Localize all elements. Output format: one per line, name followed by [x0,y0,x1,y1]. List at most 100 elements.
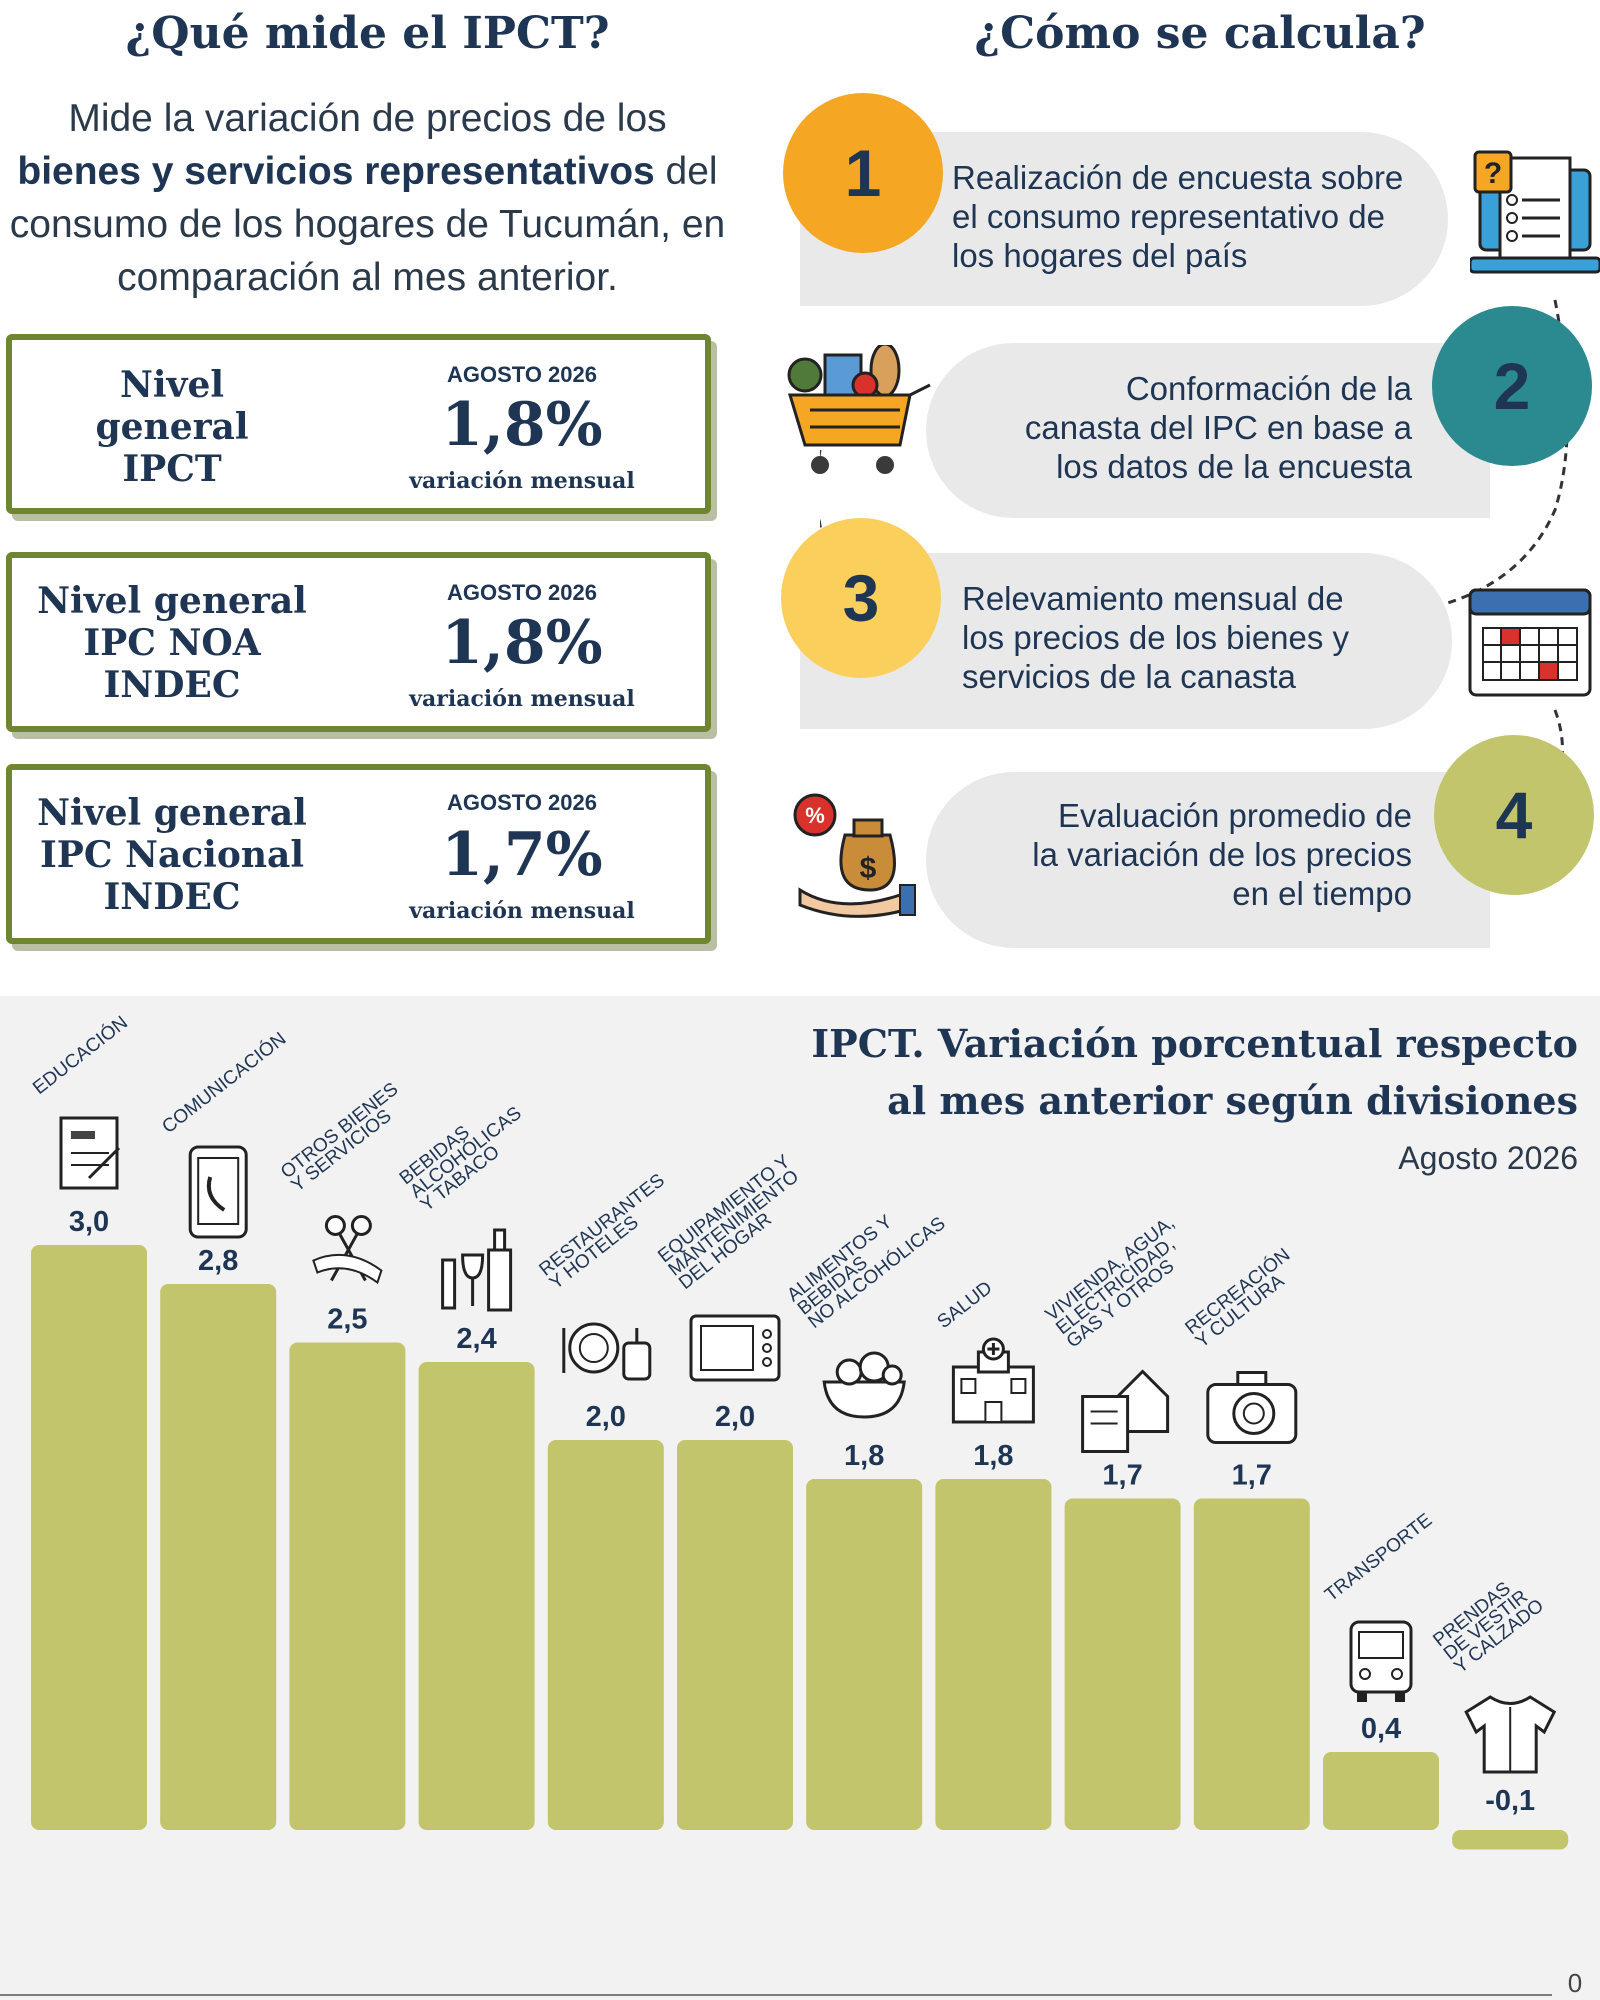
bar [1193,1498,1310,1830]
step-line: Conformación de la [1125,370,1412,407]
survey-laptop-icon: ? [1470,150,1600,274]
hospital-icon [951,1337,1035,1424]
svg-text:$: $ [860,852,877,885]
step-line: canasta del IPC en base a [1024,409,1412,446]
step-line: Relevamiento mensual de [962,580,1344,617]
category-label-line: TRANSPORTE [1321,1510,1436,1606]
step-line: los hogares del país [952,237,1248,274]
category-label-line: MANTENIMIENTO [665,1166,803,1280]
kpi-month: AGOSTO 2026 [447,580,597,605]
bar-value-label: 2,0 [586,1401,626,1433]
category-label: EDUCACIÓN [29,1011,132,1099]
svg-text:?: ? [1484,157,1502,190]
category-label: TRANSPORTE [1321,1510,1436,1606]
step-4-circle: 4 [1434,735,1594,895]
chart-title: IPCT. Variación porcentual respecto al m… [811,1015,1578,1129]
step-4-text: Evaluación promedio de la variación de l… [980,796,1412,913]
bar [806,1479,923,1830]
bar-value-label: 1,8 [973,1440,1013,1472]
bar-value-label: 2,8 [198,1245,238,1277]
money-bag-icon: % $ [793,793,916,918]
step-line: servicios de la canasta [962,658,1296,695]
kpi-name-line: IPC NOA [83,622,261,664]
scissors-icon [312,1215,383,1285]
diploma-icon [59,1116,121,1190]
step-2-circle: 2 [1432,306,1592,466]
step-line: en el tiempo [1232,875,1412,912]
kpi-card-ipct: Nivel general IPCT AGOSTO 2026 1,8% vari… [6,334,711,514]
kpi-name: Nivel general IPC NOA INDEC [12,580,332,706]
step-4-pill [926,772,1490,948]
right-heading: ¿Cómo se calcula? [974,8,1426,59]
kpi-note: variación mensual [409,468,635,494]
category-label: COMUNICACIÓN [158,1028,290,1138]
step-3-circle: 3 [781,518,941,678]
kpi-note: variación mensual [409,898,635,924]
intro-bold: bienes y servicios representativos [17,150,655,193]
category-label-line: EDUCACIÓN [29,1011,132,1099]
step-1-text: Realización de encuesta sobre el consumo… [952,158,1403,275]
kpi-note: variación mensual [409,686,635,712]
baseline-label: 0 [1568,1968,1582,1998]
kpi-value: 1,8% [441,390,603,460]
kpi-name: Nivel general IPC Nacional INDEC [12,792,332,918]
bar-value-label: 0,4 [1361,1713,1401,1745]
category-label-line: RESTAURANTES [535,1170,668,1281]
kpi-name-line: Nivel general [37,792,307,834]
step-line: la variación de los precios [1032,836,1412,873]
category-label: ALIMENTOS YBEBIDASNO ALCOHÓLICAS [783,1186,949,1333]
kpi-card-nacional: Nivel general IPC Nacional INDEC AGOSTO … [6,764,711,944]
bar [677,1440,793,1830]
category-label: PRENDASDE VESTIRY CALZADO [1429,1569,1547,1678]
division-bar-chart: 3,0 EDUCACIÓN 2,8 COMUNICACIÓN 2,5 OTROS BIEN… [0,1011,1582,1998]
category-label-line: SALUD [934,1277,997,1333]
bar [1452,1830,1569,1850]
bar-value-label: 1,8 [844,1440,884,1472]
step-1-circle: 1 [783,93,943,253]
bar-value-label: 2,5 [327,1304,367,1336]
bar [31,1245,147,1830]
bar [547,1440,664,1830]
bar-value-label: 1,7 [1102,1460,1142,1492]
camera-icon [1206,1371,1298,1444]
food-bowl-icon [822,1351,906,1419]
kpi-name-line: general [95,406,249,448]
bar-value-label: -0,1 [1485,1785,1535,1817]
left-heading: ¿Qué mide el IPCT? [125,8,610,59]
phone-icon [188,1145,248,1239]
bus-icon [1349,1620,1413,1702]
shopping-cart-icon [787,345,931,474]
kpi-name-line: IPC Nacional [39,834,305,876]
category-label: RESTAURANTESY HOTELES [535,1170,679,1294]
kpi-card-noa: Nivel general IPC NOA INDEC AGOSTO 2026 … [6,552,711,732]
bar [1064,1498,1181,1830]
kpi-name-line: INDEC [103,664,241,706]
category-label: BEBIDASALCOHÓLICASY TABACO [396,1089,536,1216]
kpi-name-line: INDEC [103,876,241,918]
step-line: el consumo representativo de [952,198,1385,235]
svg-text:%: % [805,803,825,828]
wine-bottle-icon [441,1228,513,1312]
calendar-icon [1468,588,1592,697]
step-line: los datos de la encuesta [1056,448,1412,485]
category-label-line: COMUNICACIÓN [158,1028,290,1138]
category-label: OTROS BIENESY SERVICIOS [277,1079,413,1197]
kpi-value: 1,7% [441,820,603,890]
chart-title-line: al mes anterior según divisiones [887,1078,1578,1123]
bar [160,1284,277,1830]
kpi-name: Nivel general IPCT [12,364,332,490]
bar-value-label: 2,0 [715,1401,755,1433]
house-bill-icon [1081,1369,1170,1453]
bar-value-label: 1,7 [1232,1460,1272,1492]
category-label: RECREACIÓNY CULTURA [1181,1244,1305,1353]
bar-value-label: 3,0 [69,1206,109,1238]
step-3-text: Relevamiento mensual de los precios de l… [962,579,1349,696]
intro-part-2: del consumo de los hogares de Tucumán, e… [9,150,726,299]
step-2-text: Conformación de la canasta del IPC en ba… [980,369,1412,486]
intro-part-1: Mide la variación de precios de los [68,97,667,140]
category-label: SALUD [934,1277,997,1333]
intro-text: Mide la variación de precios de los bien… [0,92,735,304]
shirt-icon [1464,1695,1557,1774]
plate-cutlery-icon [562,1322,652,1381]
step-line: los precios de los bienes y [962,619,1350,656]
